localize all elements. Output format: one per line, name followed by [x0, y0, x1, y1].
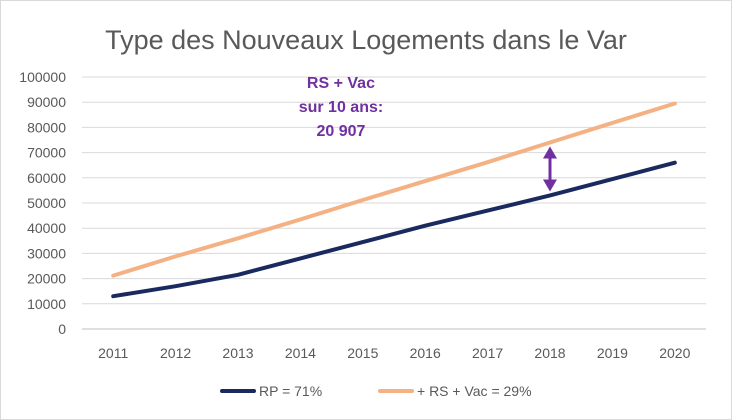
- annotation-text-line: 20 907: [316, 123, 365, 140]
- y-tick-label: 20000: [27, 271, 66, 287]
- y-tick-label: 60000: [27, 170, 66, 186]
- legend: RP = 71% + RS + Vac = 29%: [220, 383, 532, 399]
- chart-title: Type des Nouveaux Logements dans le Var: [105, 25, 627, 55]
- y-tick-label: 10000: [27, 296, 66, 312]
- annotation: RS + Vac sur 10 ans: 20 907: [299, 75, 557, 192]
- annotation-arrowhead-down: [543, 179, 557, 192]
- x-axis-ticks: 2011 2012 2013 2014 2015 2016 2017 2018 2019 2020: [98, 345, 690, 361]
- y-tick-label: 40000: [27, 220, 66, 236]
- x-tick-label: 2016: [410, 345, 441, 361]
- series-line: [111, 160, 677, 299]
- y-tick-label: 80000: [27, 119, 66, 135]
- y-tick-label: 100000: [19, 69, 66, 85]
- y-tick-label: 50000: [27, 195, 66, 211]
- x-tick-label: 2013: [222, 345, 253, 361]
- legend-label: + RS + Vac = 29%: [417, 383, 532, 399]
- x-tick-label: 2012: [160, 345, 191, 361]
- y-tick-label: 90000: [27, 94, 66, 110]
- x-tick-label: 2014: [285, 345, 316, 361]
- x-tick-label: 2017: [472, 345, 503, 361]
- x-tick-label: 2020: [659, 345, 690, 361]
- gridlines: [82, 76, 706, 330]
- legend-label: RP = 71%: [259, 383, 322, 399]
- x-tick-label: 2015: [347, 345, 378, 361]
- x-tick-label: 2019: [597, 345, 628, 361]
- annotation-arrowhead-up: [543, 146, 557, 159]
- x-tick-label: 2018: [534, 345, 565, 361]
- series-lines: [111, 101, 677, 299]
- x-tick-label: 2011: [98, 345, 128, 361]
- annotation-text-line: RS + Vac: [307, 75, 375, 92]
- y-axis-ticks: 0 10000 20000 30000 40000 50000 60000 70000 8000…: [19, 69, 66, 337]
- series-line: [111, 101, 677, 278]
- y-tick-label: 70000: [27, 145, 66, 161]
- y-tick-label: 30000: [27, 245, 66, 261]
- y-tick-label: 0: [58, 321, 66, 337]
- annotation-text-line: sur 10 ans:: [299, 99, 383, 116]
